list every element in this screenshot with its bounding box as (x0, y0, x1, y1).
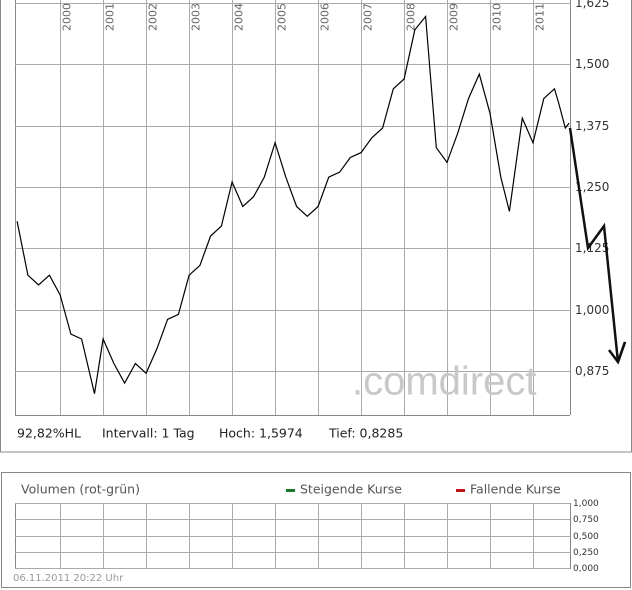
info-text: 92,82%HL (17, 426, 81, 441)
x-tick-label: 2003 (190, 3, 203, 31)
x-tick-label: 2001 (104, 3, 117, 31)
chart-layer: 0,875 1,000 1,125 1,250 1,375 1,500 1,625 2000 2… (13, 0, 609, 584)
y-tick-label: 1,500 (575, 57, 609, 71)
x-tick-label: 2011 (534, 3, 547, 31)
legend-label: Steigende Kurse (300, 482, 402, 497)
x-tick-label: 2007 (362, 3, 375, 31)
x-tick-label: 2002 (147, 3, 160, 31)
y-tick-label: 1,125 (575, 241, 609, 255)
y-tick-label: 0,250 (573, 548, 599, 558)
volume-panel (1, 472, 631, 588)
y-tick-label: 1,250 (575, 180, 609, 194)
y-tick-label: 1,000 (573, 499, 599, 509)
x-tick-label: 2004 (233, 3, 246, 31)
x-tick-label: 2010 (491, 3, 504, 31)
legend-swatch (456, 489, 465, 492)
x-tick-label: 2006 (319, 3, 332, 31)
x-tick-label: 2009 (448, 3, 461, 31)
watermark: .comdirect (352, 360, 537, 404)
y-tick-label: 0,875 (575, 364, 609, 378)
x-tick-label: 2000 (61, 3, 74, 31)
timestamp: 06.11.2011 20:22 Uhr (13, 573, 124, 584)
info-text: Hoch: 1,5974 (219, 426, 303, 441)
legend-label: Fallende Kurse (470, 482, 561, 497)
y-tick-label: 0,500 (573, 532, 599, 542)
y-tick-label: 1,375 (575, 119, 609, 133)
price-panel (0, 0, 632, 453)
y-tick-label: 1,000 (575, 303, 609, 317)
info-text: Intervall: 1 Tag (102, 426, 195, 441)
y-tick-label: 0,750 (573, 515, 599, 525)
arrow-head (608, 341, 627, 365)
x-tick-label: 2005 (276, 3, 289, 31)
volume-title: Volumen (rot-grün) (21, 482, 140, 497)
info-text: Tief: 0,8285 (328, 426, 403, 441)
y-tick-label: 1,625 (575, 0, 609, 10)
price-line (16, 14, 570, 394)
legend-swatch (286, 489, 295, 492)
y-tick-label: 0,000 (573, 564, 599, 574)
x-tick-label: 2008 (405, 3, 418, 31)
